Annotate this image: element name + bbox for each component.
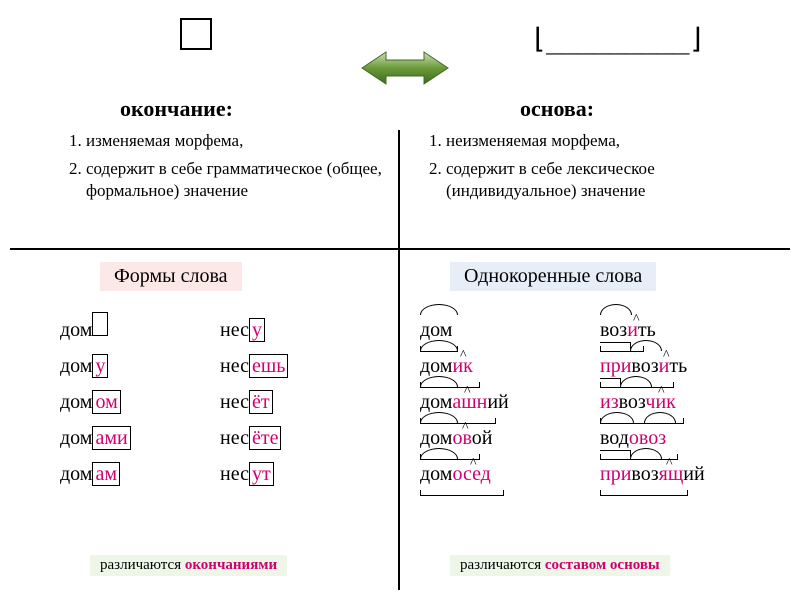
morpheme: и [627,319,638,341]
morpheme: нес [220,319,249,341]
morpheme: у [92,354,108,378]
morpheme: нес [220,427,249,449]
morpheme: при [600,463,631,485]
left-footer-hl: окончаниями [185,557,277,573]
morpheme: чик [645,391,675,413]
stem-underline [420,490,504,496]
forms-col-a: домдомудомомдомамидомам [60,312,131,492]
morpheme: дом [420,427,452,449]
morpheme: ашн [452,391,487,413]
cognate-col-a: домдомик^домашний^домовой^домосед^ [420,312,509,492]
morpheme: ами [92,426,130,450]
list-item: изменяемая морфема, [86,130,386,152]
morpheme: дом [420,355,452,377]
prefix-mark [600,378,621,385]
prefix-mark [600,342,631,349]
right-footer: различаются составом основы [450,555,670,576]
left-heading: окончание: [120,96,233,122]
cognate-col-b: возить^привозить^извозчик^водовозпривозя… [600,312,705,492]
right-footer-pre: различаются [460,557,545,573]
word-row: несешь [220,348,288,384]
morph-word: домосед^ [420,456,491,492]
morpheme: осед [452,463,490,485]
word-row: несёте [220,420,288,456]
root-arc [600,304,632,315]
morpheme: из [600,391,619,413]
morpheme: воз [631,463,658,485]
morpheme: нес [220,391,249,413]
left-section-title: Формы слова [100,262,242,291]
morpheme: ящ [659,463,684,485]
morpheme: ом [92,390,120,414]
right-heading: основа: [520,96,594,122]
word-row: дом [60,312,131,348]
morpheme: ешь [249,354,288,378]
word-row: несёт [220,384,288,420]
word-row: привозящий^ [600,456,705,492]
morpheme: дом [60,463,92,485]
stem-bracket-symbol: ⌊_________⌋ [530,22,704,55]
word-row: дому [60,348,131,384]
morpheme: дом [420,391,452,413]
forms-col-b: несунесешьнесётнесётенесут [220,312,288,492]
morpheme: и [659,355,670,377]
morpheme: воз [639,427,666,449]
morpheme: дом [420,463,452,485]
ending-box-symbol [180,18,212,50]
left-footer: различаются окончаниями [90,555,287,576]
prefix-mark [600,450,631,457]
morpheme: при [600,355,631,377]
morpheme: дом [420,319,452,341]
morpheme: воз [619,391,646,413]
word-row: домосед^ [420,456,509,492]
right-list: неизменяемая морфема, содержит в себе лек… [420,130,776,208]
word-row: домами [60,420,131,456]
word-row: несут [220,456,288,492]
morpheme: ик [452,355,472,377]
morph-word: привозящий^ [600,456,705,492]
morpheme: ов [452,427,471,449]
morpheme: воз [600,319,627,341]
morpheme: ий [487,391,508,413]
morpheme: нес [220,463,249,485]
morpheme: дом [60,355,92,377]
root-arc [420,304,458,315]
morpheme: нес [220,355,249,377]
right-footer-hl: составом основы [545,557,660,573]
double-arrow-icon [360,50,450,86]
word-row: несу [220,312,288,348]
morpheme: у [249,318,265,342]
morpheme: ий [683,463,704,485]
right-section-title: Однокоренные слова [450,262,656,291]
left-footer-pre: различаются [100,557,185,573]
morpheme: дом [60,427,92,449]
slide: ⌊_________⌋ окончание: основа: изменяема… [0,0,800,600]
morpheme: воз [631,355,658,377]
list-item: неизменяемая морфема, [446,130,776,152]
morpheme: ть [669,355,687,377]
morpheme: ёте [249,426,282,450]
morpheme [92,312,108,336]
left-list: изменяемая морфема, содержит в себе грамм… [60,130,386,208]
top-symbols: ⌊_________⌋ [0,10,800,70]
morpheme: дом [60,391,92,413]
morpheme: ёт [249,390,273,414]
v-divider [398,130,400,590]
word-row: домам [60,456,131,492]
list-item: содержит в себе лексическое (индивидуаль… [446,158,776,202]
h-divider [10,248,790,250]
morpheme: ут [249,462,274,486]
word-row: домом [60,384,131,420]
morpheme: вод [600,427,629,449]
morpheme: о [629,427,639,449]
morpheme: ой [472,427,493,449]
stem-underline [600,490,688,496]
morpheme: ть [638,319,656,341]
morpheme: ам [92,462,120,486]
list-item: содержит в себе грамматическое (общее, ф… [86,158,386,202]
